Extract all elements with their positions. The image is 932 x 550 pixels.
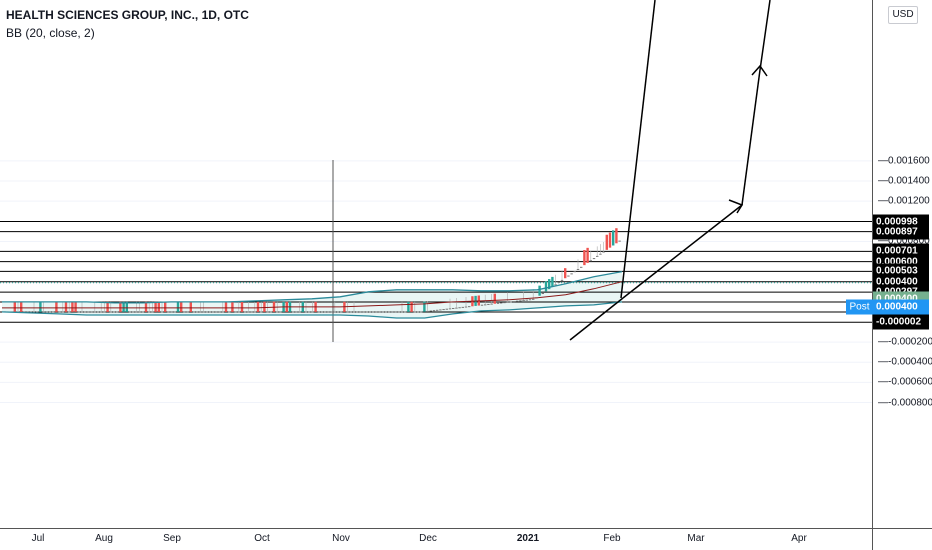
candle (544, 281, 548, 292)
candle (164, 301, 167, 312)
candle (13, 301, 16, 312)
trend-line-up (741, 69, 761, 206)
level-price-tag[interactable]: 0.000897 (873, 224, 929, 240)
candle (538, 285, 541, 296)
candle (586, 247, 589, 263)
candle (122, 301, 125, 312)
trend-drawings (569, 0, 771, 341)
time-axis-label: Oct (254, 533, 270, 544)
price-chart[interactable] (0, 0, 872, 528)
candle (224, 301, 228, 312)
level-price-tag[interactable]: -0.000002 (873, 314, 929, 330)
candle (551, 276, 554, 287)
candle (71, 301, 74, 312)
time-axis-label: Aug (95, 533, 113, 544)
time-axis-label: Dec (419, 533, 437, 544)
price-tick-label: —-0.000200 (878, 336, 932, 348)
post-price-tag: 0.000400 (873, 299, 929, 315)
chart-title: HEALTH SCIENCES GROUP, INC., 1D, OTC (6, 8, 249, 22)
candle (157, 301, 160, 312)
candle (144, 301, 148, 312)
candle (548, 279, 551, 290)
indicator-legend[interactable]: BB (20, close, 2) (6, 26, 95, 40)
candle (106, 301, 109, 312)
time-axis-label: Mar (687, 533, 705, 544)
price-tick-label: —-0.000800 (878, 397, 932, 409)
candle (410, 301, 413, 312)
lower-band-line (1, 301, 623, 319)
candle (256, 301, 260, 312)
basis-line (2, 281, 623, 309)
trend-line-steep (620, 0, 656, 299)
time-axis-label: Apr (791, 533, 807, 544)
candle (176, 301, 180, 312)
trend-line-top (759, 0, 771, 71)
price-axis[interactable] (872, 0, 932, 528)
candle (493, 293, 496, 304)
time-axis-label: Nov (332, 533, 350, 544)
time-axis[interactable] (0, 528, 872, 550)
currency-button[interactable]: USD (888, 6, 918, 24)
grid-lines (0, 160, 872, 404)
candle (55, 301, 58, 312)
candle (39, 301, 42, 312)
axis-corner (872, 528, 932, 550)
horizontal-levels (0, 221, 872, 323)
trend-line-to-arrow (622, 204, 743, 299)
candle (119, 301, 122, 312)
candle (605, 234, 608, 250)
candle (612, 230, 615, 246)
candle (125, 301, 128, 312)
time-axis-label: Jul (31, 533, 45, 544)
candle (407, 301, 410, 312)
candle (231, 301, 234, 312)
price-tick-label: —-0.000400 (878, 356, 932, 368)
bollinger-band-lines (1, 270, 623, 319)
candle (180, 301, 183, 312)
candle (240, 301, 244, 312)
bollinger-band-fill (2, 271, 622, 318)
chart-area[interactable]: HEALTH SCIENCES GROUP, INC., 1D, OTC BB … (0, 0, 872, 528)
candle (189, 301, 192, 312)
upper-band-line (2, 270, 623, 304)
candle (64, 301, 68, 312)
candle (615, 228, 618, 244)
candle (74, 301, 77, 312)
candle (154, 301, 157, 312)
trend-line-base (569, 297, 624, 341)
band-fill-area (2, 271, 622, 318)
price-tick-label: —-0.000600 (878, 376, 932, 388)
candle (20, 301, 23, 312)
candle (564, 268, 567, 279)
candle (423, 301, 426, 312)
price-tick-label: —0.001200 (878, 195, 930, 207)
candle (608, 232, 612, 248)
price-tick-label: —0.001600 (878, 155, 930, 167)
time-axis-label: 2021 (516, 533, 540, 544)
post-market-label: Post (846, 299, 873, 315)
price-tick-label: —0.000800 (878, 235, 930, 247)
price-tick-label: —0.001400 (878, 175, 930, 187)
time-axis-label: Sep (163, 533, 181, 544)
candle (583, 250, 586, 266)
time-axis-label: Feb (603, 533, 621, 544)
candle (263, 301, 266, 312)
